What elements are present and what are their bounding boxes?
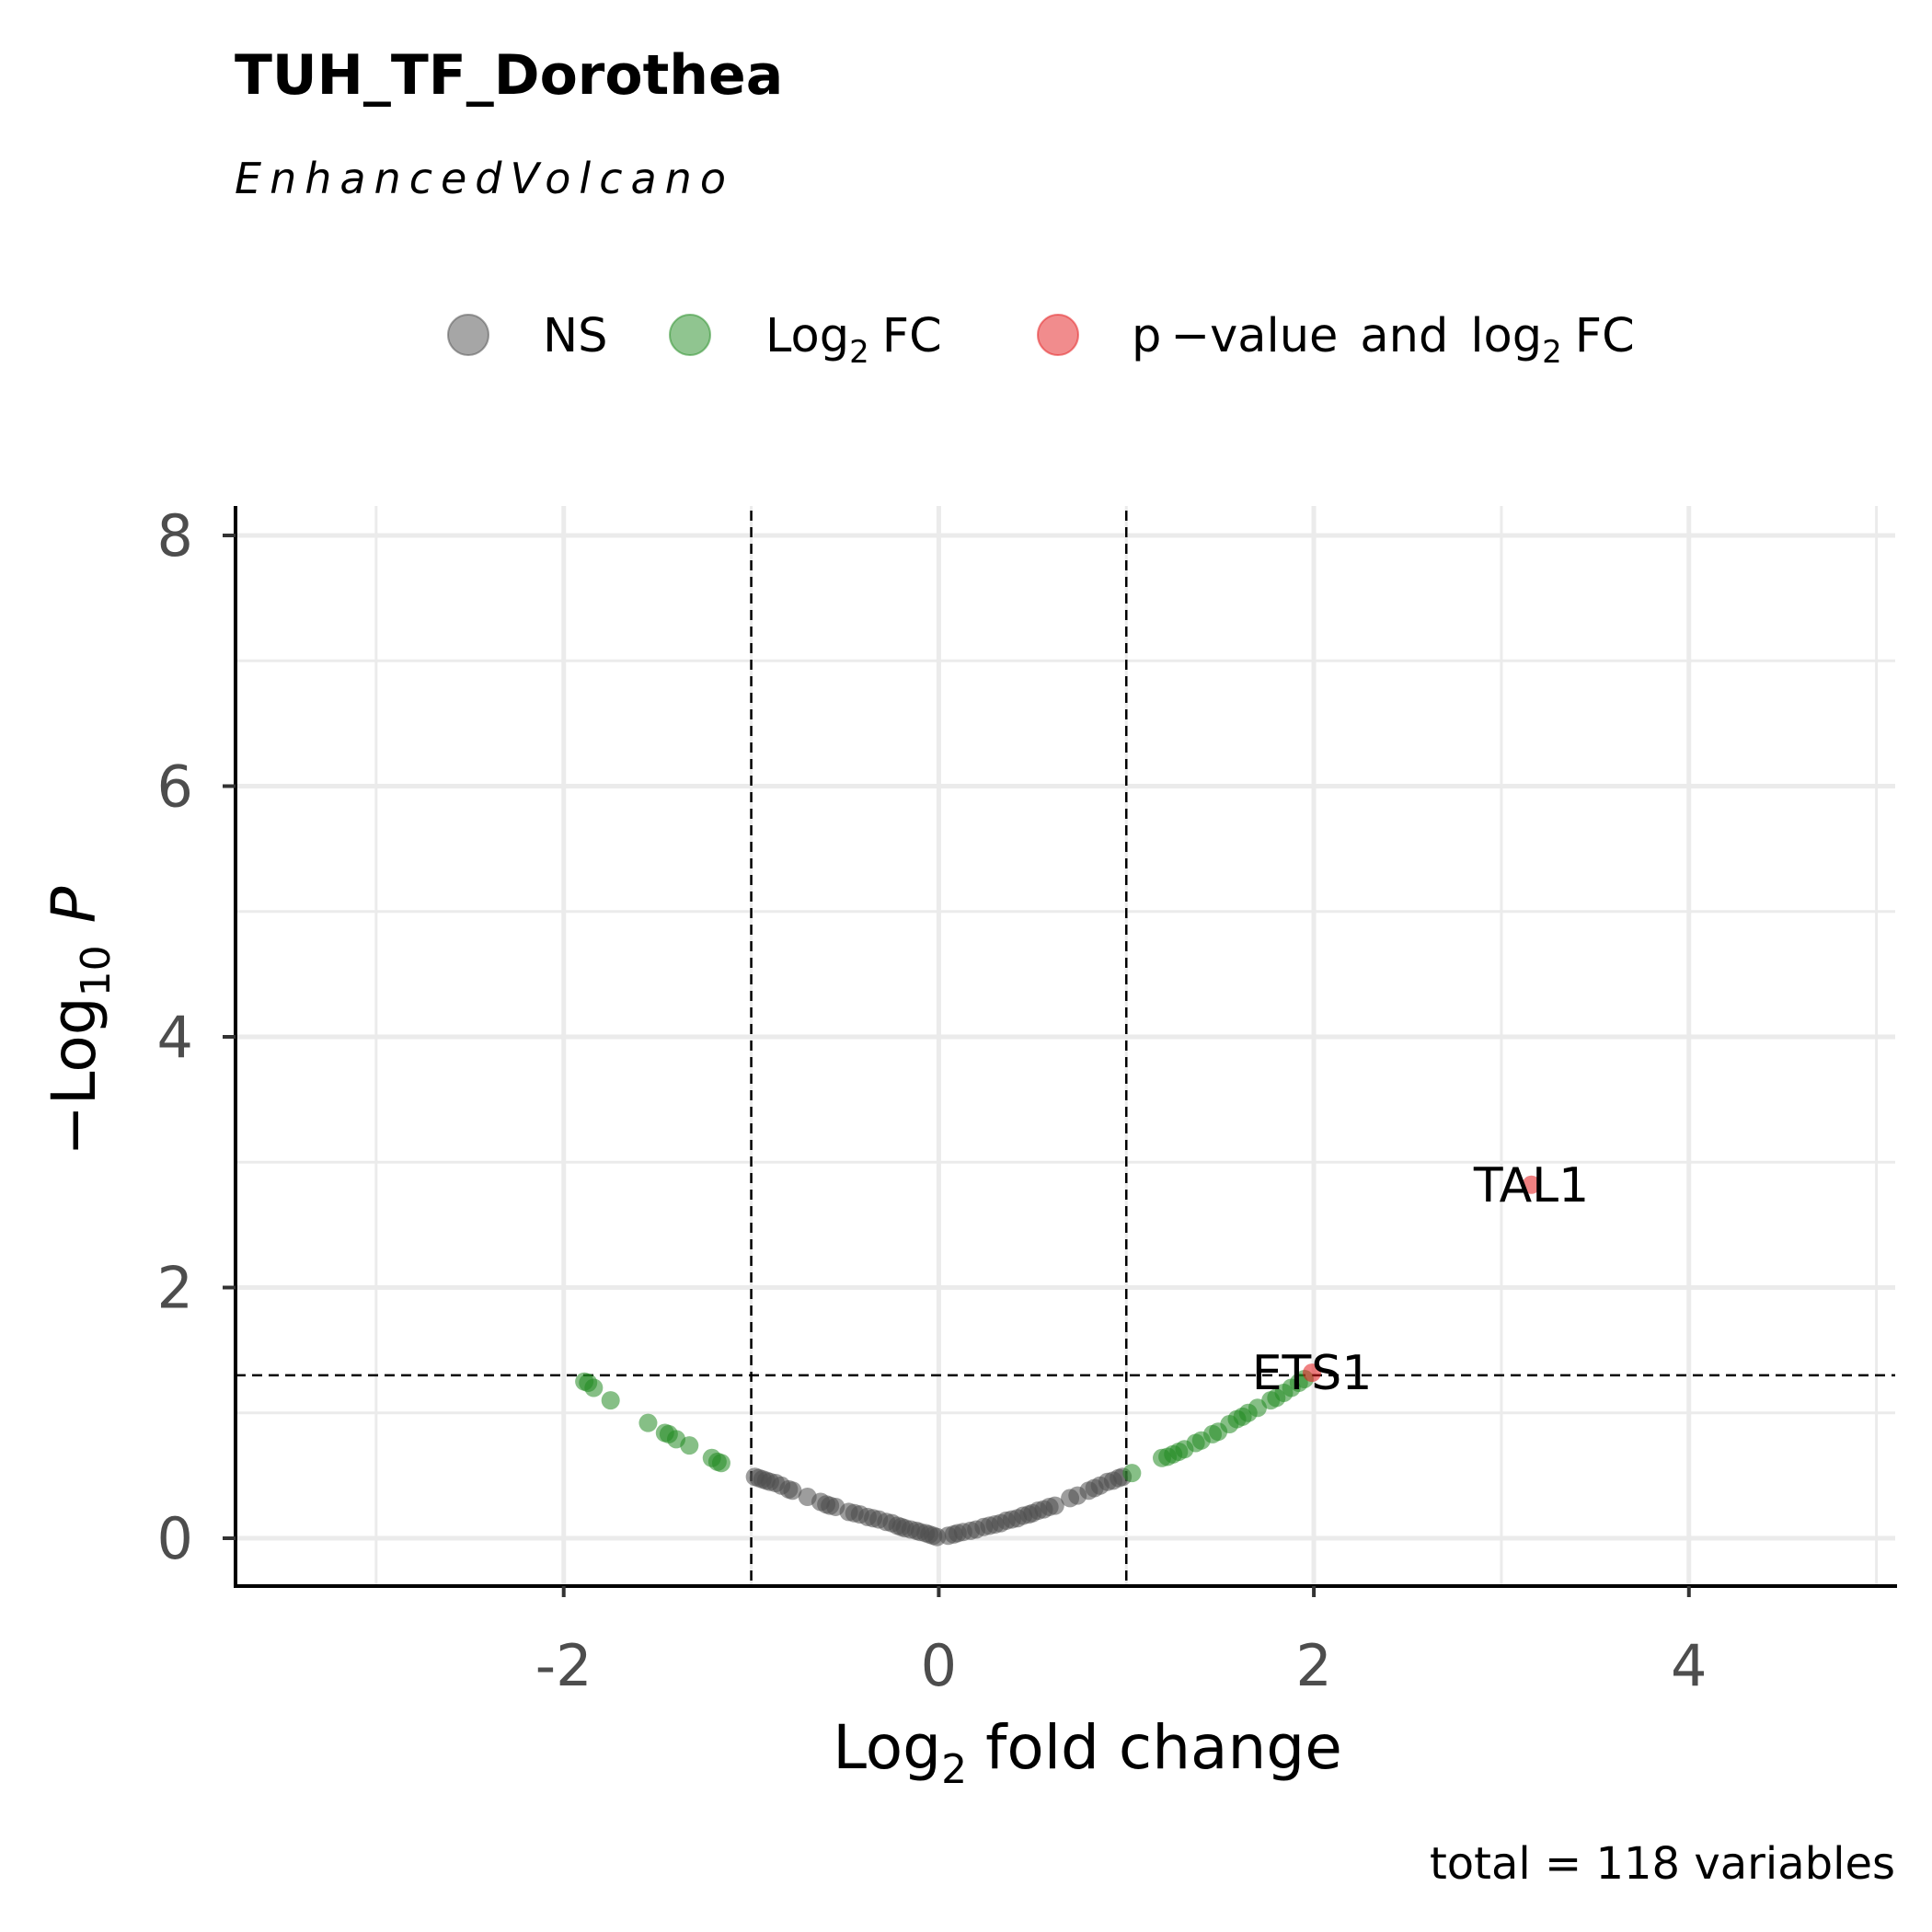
y-tick-label: 2 xyxy=(157,1255,193,1322)
chart-title: TUH_TF_Dorothea xyxy=(235,43,783,108)
data-point-fc xyxy=(584,1378,604,1397)
caption: total = 118 variables xyxy=(1430,1838,1895,1890)
cutoff-lines xyxy=(236,511,1895,1586)
point-label: ETS1 xyxy=(1252,1346,1373,1401)
y-axis-title: −Log10P xyxy=(39,886,120,1156)
x-tick-label: 4 xyxy=(1671,1632,1707,1699)
chart-subtitle: EnhancedVolcano xyxy=(235,154,734,203)
legend-key-pvalue-and-log2fc xyxy=(1037,314,1079,356)
data-point-fc xyxy=(601,1391,620,1410)
legend-item-ns: NS xyxy=(447,309,608,363)
point-label: TAL1 xyxy=(1473,1158,1589,1213)
data-point-fc xyxy=(1122,1464,1142,1483)
data-point-p_fc xyxy=(1522,1175,1541,1194)
minor-gridlines xyxy=(236,506,1895,1586)
legend-label-log2fc: Log2 FC xyxy=(765,309,942,371)
y-axis-ticks: 0 2 4 6 8 xyxy=(157,502,236,1572)
legend-item-log2fc: Log2 FC xyxy=(669,309,942,371)
y-tick-label: 8 xyxy=(157,502,193,569)
y-tick-label: 4 xyxy=(157,1004,193,1071)
x-tick-label: 2 xyxy=(1295,1632,1331,1699)
major-gridlines xyxy=(236,506,1895,1586)
legend-item-pvalue-and-log2fc: p −value and log2 FC xyxy=(1037,309,1635,371)
x-axis-title: Log2 fold change xyxy=(833,1712,1342,1793)
axes xyxy=(234,506,1897,1588)
data-point-fc xyxy=(638,1413,658,1432)
data-point-p_fc xyxy=(1303,1363,1322,1383)
legend-label-pvalue-and-log2fc: p −value and log2 FC xyxy=(1132,309,1635,371)
x-axis-ticks: -2 0 2 4 xyxy=(535,1586,1708,1699)
data-point-ns xyxy=(783,1481,802,1501)
data-point-ns xyxy=(1045,1496,1064,1515)
data-point-fc xyxy=(680,1436,699,1455)
x-tick-label: 0 xyxy=(921,1632,957,1699)
point-labels: TAL1 ETS1 xyxy=(1252,1158,1590,1401)
legend-label-ns: NS xyxy=(543,309,608,363)
legend-key-ns xyxy=(447,314,489,356)
legend: NS Log2 FC p −value and log2 FC xyxy=(447,309,1635,371)
legend-key-log2fc xyxy=(669,314,711,356)
y-tick-label: 0 xyxy=(157,1505,193,1572)
y-tick-label: 6 xyxy=(157,753,193,821)
data-points xyxy=(575,1175,1541,1547)
data-point-fc xyxy=(711,1454,730,1473)
x-tick-label: -2 xyxy=(535,1632,592,1699)
